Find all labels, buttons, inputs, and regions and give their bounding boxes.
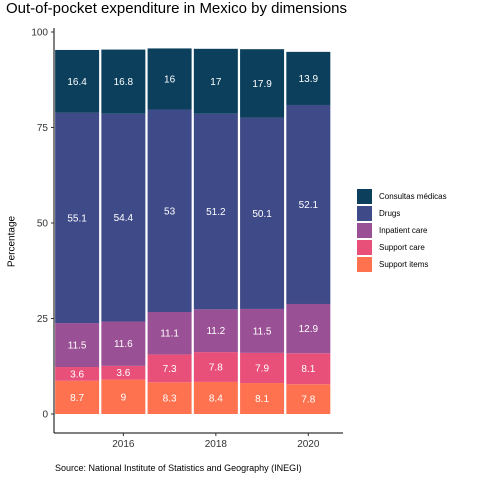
data-label-inpatient-care-2018: 11.2 [206,326,225,337]
data-label-consultas-medicas-2019: 17.9 [252,79,272,90]
data-label-support-care-2019: 7.9 [255,363,269,374]
data-label-consultas-medicas-2018: 17 [210,77,222,88]
legend: Consultas médicas Drugs Inpatient care Supp… [357,188,447,273]
data-label-consultas-medicas-2015: 16.4 [67,77,87,88]
y-tick-label-0: 0 [42,410,48,421]
data-label-inpatient-care-2017: 11.1 [160,329,179,340]
y-tick-label-75: 75 [37,123,49,134]
legend-item-support-items: Support items [357,256,447,273]
legend-item-consultas-medicas: Consultas médicas [357,188,447,205]
chart-caption: Source: National Institute of Statistics… [55,463,302,473]
legend-label-support-care: Support care [379,243,425,252]
data-label-inpatient-care-2020: 12.9 [299,324,319,335]
data-label-support-care-2016: 3.6 [116,368,130,379]
legend-item-drugs: Drugs [357,205,447,222]
data-label-inpatient-care-2019: 11.5 [253,326,272,337]
legend-label-consultas-medicas: Consultas médicas [379,192,447,201]
data-label-support-items-2016: 9 [121,392,127,403]
data-label-consultas-medicas-2016: 16.8 [114,77,134,88]
data-label-drugs-2018: 51.2 [206,207,226,218]
data-label-drugs-2017: 53 [164,206,176,217]
data-label-drugs-2016: 54.4 [114,213,134,224]
y-tick-label-50: 50 [37,219,49,230]
legend-swatch-inpatient-care [357,223,372,238]
legend-label-inpatient-care: Inpatient care [379,226,427,235]
data-label-support-items-2017: 8.3 [163,394,177,405]
data-label-support-care-2020: 8.1 [301,364,315,375]
data-label-consultas-medicas-2017: 16 [164,74,176,85]
legend-swatch-consultas-medicas [357,189,372,204]
data-label-drugs-2019: 50.1 [252,209,272,220]
data-label-drugs-2015: 55.1 [67,213,87,224]
legend-swatch-support-items [357,257,372,272]
data-label-drugs-2020: 52.1 [299,200,319,211]
x-tick-label-2020: 2020 [297,439,320,450]
data-label-inpatient-care-2016: 11.6 [114,339,133,350]
data-label-support-care-2018: 7.8 [209,363,223,374]
legend-item-support-care: Support care [357,239,447,256]
legend-label-drugs: Drugs [379,209,400,218]
data-label-support-items-2015: 8.7 [70,393,84,404]
bars-layer [55,48,330,414]
legend-swatch-support-care [357,240,372,255]
legend-swatch-drugs [357,206,372,221]
data-label-support-items-2019: 8.1 [255,394,269,405]
data-label-support-items-2020: 7.8 [301,395,315,406]
legend-item-inpatient-care: Inpatient care [357,222,447,239]
data-label-inpatient-care-2015: 11.5 [68,341,87,352]
y-tick-label-100: 100 [31,28,48,39]
x-tick-label-2018: 2018 [205,439,228,450]
legend-label-support-items: Support items [379,260,428,269]
data-label-support-care-2015: 3.6 [70,369,84,380]
data-label-consultas-medicas-2020: 13.9 [299,74,319,85]
y-tick-label-25: 25 [37,314,49,325]
data-label-support-care-2017: 7.3 [163,364,177,375]
x-tick-label-2016: 2016 [112,439,135,450]
data-label-support-items-2018: 8.4 [209,393,223,404]
